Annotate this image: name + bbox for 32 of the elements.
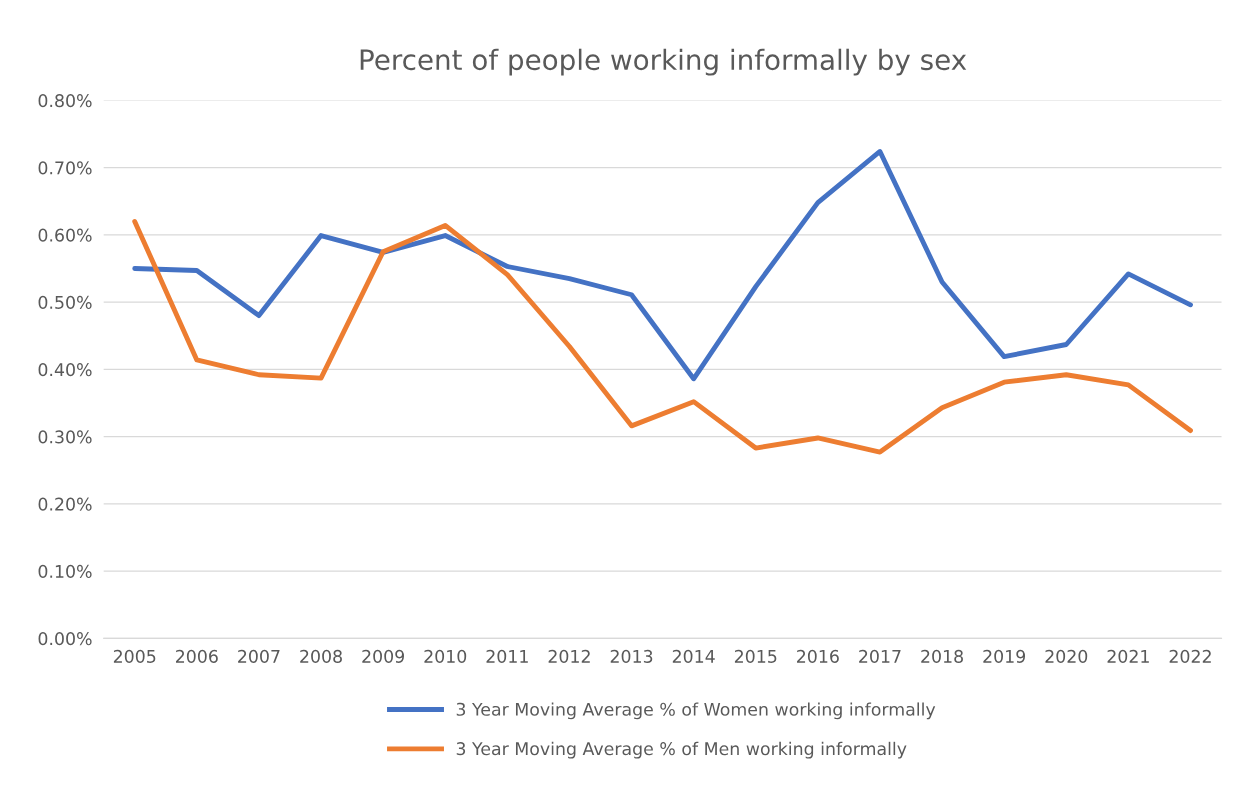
legend-label: 3 Year Moving Average % of Men working informally: [456, 741, 907, 759]
y-tick-label: 0.10%: [38, 564, 92, 578]
x-tick-label: 2010: [424, 649, 467, 663]
x-tick-label: 2017: [859, 649, 901, 663]
y-tick-label: 0.00%: [38, 632, 92, 646]
y-tick-label: 0.50%: [38, 295, 92, 309]
y-tick-label: 0.30%: [38, 430, 92, 444]
legend-label: 3 Year Moving Average % of Women working informally: [456, 702, 936, 720]
x-tick-label: 2008: [300, 649, 342, 663]
x-tick-label: 2006: [176, 649, 218, 663]
x-tick-label: 2012: [548, 649, 590, 663]
x-tick-label: 2015: [734, 649, 777, 663]
x-tick-label: 2021: [1107, 649, 1149, 663]
x-tick-label: 2019: [983, 649, 1026, 663]
chart-title: Percent of people working informally by sex: [360, 48, 967, 76]
x-tick-label: 2016: [797, 649, 839, 663]
x-tick-label: 2014: [672, 649, 715, 663]
y-tick-label: 0.80%: [38, 94, 92, 108]
x-tick-label: 2013: [610, 649, 653, 663]
x-tick-label: 2005: [113, 649, 156, 663]
x-tick-label: 2020: [1045, 649, 1088, 663]
x-tick-label: 2022: [1169, 649, 1211, 663]
line-series: [132, 219, 1193, 455]
x-tick-label: 2009: [362, 649, 404, 663]
line-series: [132, 149, 1193, 382]
y-tick-label: 0.40%: [38, 363, 92, 377]
y-tick-label: 0.20%: [38, 497, 92, 511]
x-tick-label: 2011: [486, 649, 528, 663]
y-tick-label: 0.70%: [38, 161, 92, 175]
x-tick-label: 2007: [238, 649, 280, 663]
y-tick-label: 0.60%: [38, 228, 92, 242]
x-tick-label: 2018: [921, 649, 963, 663]
